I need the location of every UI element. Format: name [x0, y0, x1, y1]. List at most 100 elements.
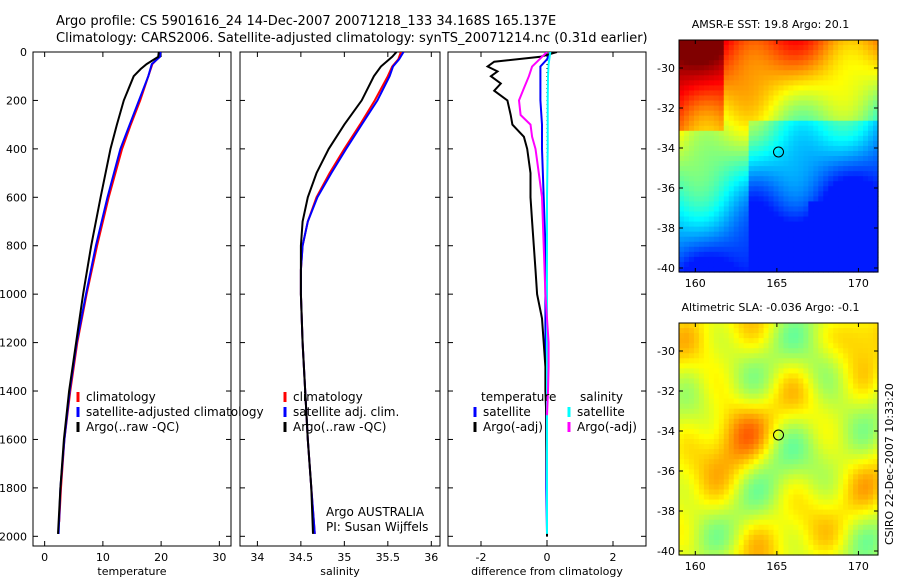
heatmap-cell — [738, 494, 745, 501]
heatmap-cell — [863, 130, 869, 137]
heatmap-cell — [753, 328, 760, 334]
heatmap-cell — [693, 524, 700, 531]
heatmap-cell — [873, 423, 879, 430]
heatmap-cell — [683, 95, 690, 102]
heatmap-cell — [733, 484, 740, 491]
heatmap-cell — [823, 100, 829, 107]
heatmap-cell — [743, 464, 750, 470]
heatmap-cell — [773, 413, 780, 420]
heatmap-cell — [753, 338, 760, 344]
heatmap-cell — [818, 80, 824, 86]
x-tick-label: 170 — [848, 560, 869, 573]
heatmap-cell — [793, 338, 799, 344]
heatmap-cell — [679, 110, 685, 117]
x-tick-label: 35 — [337, 551, 351, 564]
heatmap-cell — [748, 323, 755, 329]
heatmap-cell — [698, 115, 705, 122]
heatmap-cell — [813, 156, 819, 162]
heatmap-cell — [763, 191, 770, 197]
heatmap-cell — [828, 353, 834, 359]
heatmap-cell — [728, 489, 735, 496]
heatmap-cell — [698, 130, 705, 137]
heatmap-cell — [708, 211, 715, 218]
heatmap-cell — [813, 524, 819, 531]
heatmap-cell — [838, 45, 844, 51]
heatmap-cell — [833, 338, 839, 344]
heatmap-cell — [688, 378, 695, 385]
heatmap-cell — [818, 261, 824, 268]
heatmap-cell — [738, 333, 745, 339]
heatmap-cell — [828, 338, 834, 344]
heatmap-cell — [778, 433, 785, 440]
heatmap-cell — [679, 120, 685, 127]
heatmap-cell — [793, 75, 799, 81]
y-tick-label: -34 — [657, 142, 675, 155]
heatmap-cell — [868, 156, 874, 162]
heatmap-cell — [858, 454, 864, 460]
heatmap-cell — [783, 171, 790, 177]
heatmap-cell — [713, 474, 720, 480]
heatmap-cell — [818, 90, 824, 97]
heatmap-cell — [753, 333, 760, 339]
heatmap-cell — [679, 398, 685, 405]
heatmap-cell — [748, 469, 755, 475]
heatmap-cell — [763, 544, 770, 551]
heatmap-cell — [873, 333, 879, 339]
heatmap-cell — [783, 449, 790, 455]
heatmap-cell — [748, 383, 755, 390]
heatmap-cell — [703, 489, 710, 496]
heatmap-cell — [768, 519, 775, 526]
heatmap-cell — [768, 115, 775, 122]
heatmap-cell — [858, 363, 864, 369]
heatmap-cell — [768, 90, 775, 97]
heatmap-cell — [838, 499, 844, 506]
heatmap-cell — [868, 231, 874, 238]
heatmap-cell — [868, 105, 874, 112]
heatmap-cell — [858, 444, 864, 450]
heatmap-cell — [873, 125, 879, 132]
heatmap-cell — [833, 105, 839, 112]
heatmap-cell — [868, 433, 874, 440]
heatmap-cell — [693, 95, 700, 102]
heatmap-cell — [858, 333, 864, 339]
heatmap-cell — [783, 140, 790, 147]
heatmap-cell — [758, 328, 765, 334]
heatmap-cell — [778, 50, 785, 56]
x-tick-label: 35.5 — [376, 551, 401, 564]
heatmap-cell — [808, 75, 814, 81]
heatmap-cell — [788, 549, 795, 556]
heatmap-cell — [698, 428, 705, 435]
heatmap-cell — [718, 236, 725, 243]
heatmap-cell — [688, 60, 695, 66]
heatmap-cell — [758, 186, 765, 192]
heatmap-cell — [858, 226, 864, 233]
heatmap-cell — [858, 514, 864, 521]
heatmap-cell — [679, 161, 685, 167]
heatmap-cell — [723, 464, 730, 470]
heatmap-cell — [853, 85, 859, 92]
heatmap-cell — [813, 489, 819, 496]
heatmap-cell — [743, 90, 750, 97]
heatmap-cell — [788, 433, 795, 440]
heatmap-cell — [868, 403, 874, 410]
heatmap-cell — [763, 140, 770, 147]
heatmap-cell — [863, 423, 869, 430]
heatmap-cell — [688, 55, 695, 61]
legend-label: satellite adj. clim. — [293, 405, 399, 419]
heatmap-cell — [758, 509, 765, 516]
heatmap-cell — [748, 363, 755, 369]
heatmap-cell — [803, 403, 809, 410]
heatmap-cell — [728, 45, 735, 51]
heatmap-cell — [688, 261, 695, 268]
heatmap-cell — [743, 156, 750, 162]
heatmap-cell — [793, 544, 799, 551]
heatmap-cell — [863, 378, 869, 385]
heatmap-cell — [843, 383, 849, 390]
x-axis-label: difference from climatology — [471, 565, 623, 578]
heatmap-cell — [718, 201, 725, 208]
heatmap-cell — [838, 176, 844, 182]
heatmap-cell — [828, 449, 834, 455]
heatmap-cell — [728, 150, 735, 157]
heatmap-cell — [828, 145, 834, 152]
heatmap-cell — [758, 140, 765, 147]
